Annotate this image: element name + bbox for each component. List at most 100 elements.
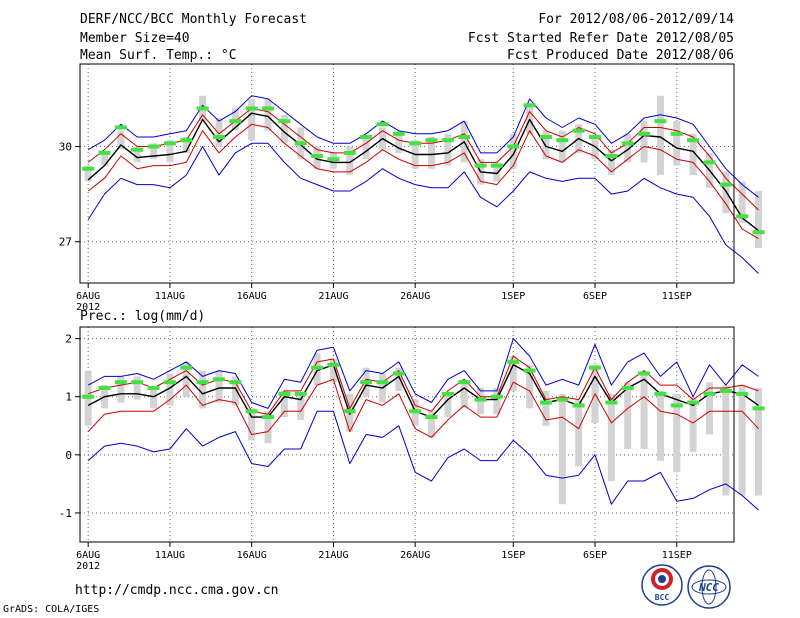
forecast-marker	[736, 214, 749, 219]
range-box	[150, 143, 158, 160]
range-box	[558, 393, 566, 505]
forecast-marker	[294, 141, 307, 146]
series-min-line	[87, 410, 759, 511]
range-box	[101, 152, 109, 166]
y-tick-label-2: 2	[65, 333, 72, 346]
y-tick-label-1: 1	[65, 391, 72, 404]
forecast-marker	[163, 380, 176, 385]
series-min-line	[87, 142, 759, 274]
forecast-marker	[621, 386, 634, 391]
forecast-marker	[278, 119, 291, 124]
range-box	[329, 358, 337, 383]
forecast-marker	[114, 125, 127, 130]
forecast-marker	[703, 391, 716, 396]
forecast-marker	[670, 131, 683, 136]
source-url[interactable]: http://cmdp.ncc.cma.gov.cn	[75, 583, 279, 598]
forecast-marker	[719, 388, 732, 393]
x-tick-year: 2012	[76, 561, 100, 572]
range-box	[705, 382, 713, 435]
range-box	[182, 361, 190, 397]
forecast-marker	[589, 365, 602, 370]
range-box	[297, 393, 305, 420]
forecast-marker	[212, 377, 225, 382]
x-tick-label-6aug: 6AUG	[76, 291, 100, 302]
forecast-marker	[163, 141, 176, 146]
range-box	[673, 121, 681, 166]
forecast-marker	[82, 166, 95, 171]
range-box	[460, 379, 468, 409]
forecast-marker	[98, 386, 111, 391]
logos: BCC NCC	[641, 564, 731, 609]
forecast-marker	[425, 138, 438, 143]
forecast-marker	[180, 138, 193, 143]
forecast-marker	[490, 163, 503, 168]
forecast-marker	[638, 371, 651, 376]
forecast-marker	[539, 400, 552, 405]
range-box	[150, 388, 158, 409]
x-tick-label-6aug: 6AUG	[76, 550, 100, 561]
range-box	[280, 390, 288, 418]
range-box	[542, 390, 550, 426]
forecast-marker	[507, 359, 520, 364]
plot-frame	[79, 326, 735, 543]
x-tick-label-26aug: 26AUG	[400, 291, 430, 302]
range-box	[133, 376, 141, 400]
range-box	[395, 130, 403, 153]
ncc-logo: NCC	[687, 565, 731, 609]
range-box	[264, 98, 272, 131]
ncc-logo-text: NCC	[698, 581, 719, 594]
forecast-marker	[556, 397, 569, 402]
forecast-marker	[147, 144, 160, 149]
x-tick-label-16aug: 16AUG	[237, 291, 267, 302]
forecast-marker	[376, 380, 389, 385]
forecast-marker	[376, 122, 389, 127]
series-mean-line	[87, 364, 759, 418]
forecast-marker	[572, 403, 585, 408]
forecast-marker	[360, 135, 373, 139]
member-size: Member Size=40	[80, 31, 190, 46]
forecast-marker	[147, 386, 160, 391]
forecast-marker	[245, 409, 258, 414]
range-box	[673, 393, 681, 473]
range-box	[509, 133, 517, 169]
range-box	[117, 130, 125, 150]
range-box	[509, 356, 517, 391]
range-box	[640, 121, 648, 163]
x-tick-label-11aug: 11AUG	[155, 291, 185, 302]
range-box	[199, 370, 207, 409]
forecast-marker	[196, 106, 209, 111]
series-p10-line	[87, 123, 759, 240]
range-box	[624, 133, 632, 163]
range-box	[117, 376, 125, 403]
forecast-marker	[82, 394, 95, 399]
range-box	[624, 382, 632, 450]
y-tick-label-27: 27	[59, 236, 72, 249]
forecast-marker	[294, 391, 307, 396]
panel-title: Prec.: log(mm/d)	[80, 309, 205, 324]
forecast-marker	[229, 119, 242, 124]
forecast-marker	[425, 415, 438, 420]
range-box	[395, 367, 403, 391]
forecast-marker	[360, 380, 373, 385]
x-tick-label-6sep: 6SEP	[583, 550, 607, 561]
forecast-marker	[229, 380, 242, 385]
temp-panel-label: Mean Surf. Temp.: °C	[80, 48, 237, 63]
forecast-marker	[687, 138, 700, 143]
range-box	[182, 137, 190, 153]
range-box	[493, 388, 501, 415]
range-box	[656, 95, 664, 176]
range-box	[231, 376, 239, 406]
range-box	[558, 130, 566, 163]
forecast-marker	[409, 409, 422, 414]
x-tick-label-16aug: 16AUG	[237, 550, 267, 561]
chart-title: DERF/NCC/BCC Monthly Forecast	[80, 12, 307, 27]
forecast-marker	[474, 163, 487, 168]
forecast-marker	[131, 380, 144, 385]
forecast-marker	[262, 415, 275, 420]
forecast-marker	[441, 138, 454, 143]
range-box	[428, 137, 436, 169]
range-box	[656, 390, 664, 461]
forecast-marker	[752, 230, 765, 235]
